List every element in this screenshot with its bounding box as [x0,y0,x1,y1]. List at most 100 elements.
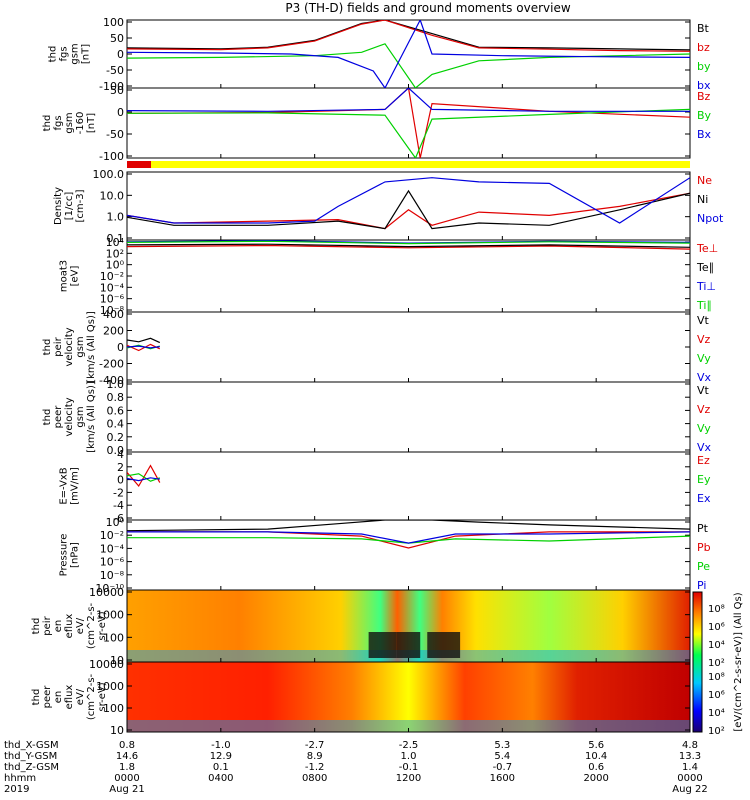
y-tick-label: 1.0 [107,211,125,224]
spectrogram-noise-patch [396,632,421,658]
y-tick-label: 0.2 [107,431,125,444]
legend-Vz: Vz [697,403,711,416]
series-line-Pt [127,520,690,532]
y-axis-label: peer [42,685,53,709]
panel-frame-efield [126,451,691,521]
y-tick-label: 10⁻⁸ [100,304,125,317]
series-line-Ne [127,192,690,230]
panel-frame-peir-velocity [126,311,691,383]
legend-Ey: Ey [697,473,711,486]
y-axis-label: [nT] [86,113,97,133]
y-tick-label: 0.6 [107,404,125,417]
y-axis-label: thd [48,46,59,63]
x-tick-value: 0.8 [119,740,135,751]
x-tick-value: 0800 [302,773,327,784]
legend-Ni: Ni [697,193,708,206]
y-axis-label: [nT] [81,44,92,64]
figure-title: P3 (TH-D) fields and ground moments over… [285,1,570,15]
y-tick-label: 2 [117,461,124,474]
y-tick-label: 10⁻² [100,529,124,542]
y-axis-label: thd [31,618,42,635]
y-axis-label: [mV/m] [70,467,81,505]
x-tick-value: 4.8 [682,740,698,751]
y-axis-label: gsm [75,336,86,357]
legend-Ti∥: Ti∥ [696,299,712,312]
spectrogram-noise-patch [427,632,461,658]
y-axis-label: [nPa] [70,542,81,568]
y-tick-label: -4 [113,499,124,512]
legend-Pb: Pb [697,541,711,554]
y-tick-label: 1000 [96,609,124,622]
y-axis-label: E=-VxB [59,467,70,504]
series-line-bx [127,20,690,88]
series-line-bz [127,20,690,52]
colorbar-tick-label: 10⁸ [708,672,725,683]
y-axis-label: en [53,691,64,704]
colorbar-tick-label: 10⁸ [708,604,725,615]
legend-Vy: Vy [697,422,711,435]
y-tick-label: 10⁻⁶ [100,293,125,306]
y-tick-label: -400 [99,374,124,387]
series-line-Npot [127,177,690,224]
y-tick-label: 1000 [96,680,124,693]
x-row-label: thd_Z-GSM [4,762,59,773]
x-row-label: hhmm [4,773,36,784]
y-axis-label: [cm-3] [75,189,86,222]
legend-Ne: Ne [697,174,712,187]
series-line-Ex [127,477,160,482]
colorbar-label: [eV/(cm^2-s-sr-eV)] (All Qs) [733,592,744,731]
series-line-Pi [127,531,690,544]
y-axis-label: moat3 [59,260,70,292]
y-axis-label: gsm [75,406,86,427]
colorbar-tick-label: 10⁶ [708,622,725,633]
series-line-Vx [127,345,160,349]
legend-Vx: Vx [697,441,712,454]
y-axis-label: eV/ [75,617,86,634]
legend-Bt: Bt [697,22,710,35]
x-tick-value: 1.0 [401,751,417,762]
colorbar-tick-label: 10⁴ [708,640,725,651]
y-tick-label: -50 [106,128,124,141]
x-tick-value: 2000 [583,773,608,784]
y-tick-label: 100 [103,16,124,29]
legend-Ex: Ex [697,492,711,505]
y-tick-label: 10⁻⁴ [100,542,125,555]
series-line-Vt [127,337,161,344]
y-tick-label: -50 [106,64,124,77]
x-tick-value: 5.4 [494,751,510,762]
y-tick-label: 10.0 [100,189,125,202]
y-tick-label: 100 [103,631,124,644]
y-tick-label: 10⁰ [106,516,125,529]
legend-Te∥: Te∥ [696,261,714,274]
series-line-Bx [127,88,690,112]
legend-Vz: Vz [697,333,711,346]
x-tick-value: 8.9 [307,751,323,762]
panel-frame-temperature [126,239,691,313]
y-tick-label: 0 [117,341,124,354]
x-tick-value: 0.1 [213,762,229,773]
y-axis-label: thd [42,409,53,426]
legend-Ti⊥: Ti⊥ [696,280,716,293]
series-line-Pe [127,535,690,544]
legend-Te⊥: Te⊥ [696,242,718,255]
legend-Vt: Vt [697,384,710,397]
series-line-Pb [127,531,690,549]
colorbar-tick-label: 10² [708,658,725,669]
legend-Ez: Ez [697,454,710,467]
y-axis-label: eflux [64,614,75,639]
y-axis-label: thd [42,339,53,356]
panel-frame-peer-velocity [126,381,691,453]
y-axis-label: [1/cc] [64,192,75,221]
y-axis-label: eV/ [75,688,86,705]
y-axis-label: velocity [64,327,75,366]
x-tick-value: 1200 [396,773,421,784]
y-tick-label: 10² [106,247,124,260]
x-row-label: thd_X-GSM [4,740,59,751]
x-tick-value: 5.6 [588,740,604,751]
y-axis-label: (cm^2-s- [86,602,97,649]
series-line-Ti∥ [127,240,690,245]
x-tick-value: 12.9 [210,751,232,762]
y-axis-label: thd [31,689,42,706]
y-axis-label: [km/s (All Qs)] [86,311,97,383]
